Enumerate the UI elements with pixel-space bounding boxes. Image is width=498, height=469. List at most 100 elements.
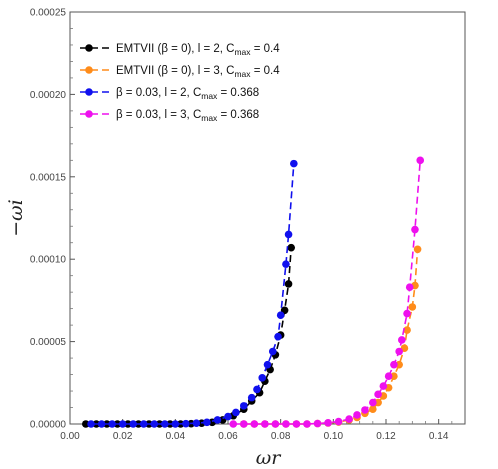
x-axis-label: ωr [256, 447, 282, 469]
data-point [240, 402, 248, 410]
data-point [413, 245, 422, 254]
data-point [403, 326, 411, 334]
data-point [282, 260, 290, 268]
data-point [374, 390, 382, 399]
data-point [384, 372, 393, 381]
data-point [263, 360, 272, 369]
data-point [108, 420, 116, 428]
series-layer [82, 156, 425, 428]
legend-label: β = 0.03, l = 3, Cmax = 0.368 [116, 109, 259, 123]
legend-item-2: EMTVII (β = 0), l = 3, Cmax = 0.4 [80, 65, 280, 79]
data-point [118, 420, 127, 428]
data-point [379, 382, 388, 390]
data-point [292, 420, 301, 428]
data-point [290, 159, 298, 168]
x-tick-label: 0.08 [271, 431, 291, 442]
legend-label-tail: = 0.4 [251, 65, 281, 77]
data-point [171, 420, 180, 428]
series-line [85, 247, 292, 425]
y-tick-label: 0.00020 [30, 90, 67, 101]
data-point [82, 420, 90, 428]
legend-label-main: β = 0.03, l = 2, C [116, 87, 201, 99]
legend: EMTVII (β = 0), l = 2, Cmax = 0.4EMTVII … [80, 43, 280, 123]
legend-label-subscript: max [234, 47, 251, 57]
legend-label-subscript: max [201, 113, 218, 123]
series-line [243, 249, 419, 425]
data-point [253, 385, 261, 394]
legend-label-main: EMTVII (β = 0), l = 2, C [116, 43, 234, 55]
data-point [271, 420, 280, 428]
data-point [395, 360, 403, 369]
x-tick-label: 0.02 [113, 431, 133, 442]
y-tick-label: 0.00015 [30, 172, 67, 183]
data-point [87, 420, 95, 428]
data-point [247, 393, 256, 402]
legend-item-1: EMTVII (β = 0), l = 2, Cmax = 0.4 [80, 43, 280, 57]
data-point [390, 372, 398, 381]
data-point [282, 420, 290, 428]
data-point [411, 225, 419, 234]
data-point [369, 405, 377, 413]
legend-label-subscript: max [234, 69, 251, 79]
x-tick-label: 0.00 [60, 431, 80, 442]
data-point [232, 408, 240, 417]
x-tick-label: 0.04 [166, 431, 186, 442]
data-point [139, 420, 148, 428]
data-point [192, 419, 201, 427]
data-point [261, 420, 269, 428]
series-1 [82, 243, 296, 428]
data-point [161, 420, 169, 428]
data-point [203, 418, 211, 427]
data-point [213, 416, 222, 424]
data-point [345, 415, 353, 423]
y-tick-label: 0.00000 [30, 420, 67, 431]
legend-label-subscript: max [201, 91, 218, 101]
data-point [274, 332, 282, 341]
data-point [287, 243, 296, 252]
series-line [233, 160, 422, 425]
legend-label: EMTVII (β = 0), l = 2, Cmax = 0.4 [116, 43, 280, 57]
x-tick-label: 0.12 [376, 431, 396, 442]
data-point [334, 417, 343, 426]
legend-label: β = 0.03, l = 2, Cmax = 0.368 [116, 87, 259, 101]
legend-marker-swatch [85, 66, 93, 74]
data-point [416, 156, 425, 165]
data-point [258, 374, 267, 382]
data-point [268, 347, 277, 356]
x-tick-label: 0.06 [218, 431, 238, 442]
data-point [240, 420, 248, 428]
data-point [250, 420, 259, 428]
legend-label-tail: = 0.368 [217, 109, 259, 121]
y-ticks: 0.00000 0.00005 0.00010 0.00015 0.00020 0.000… [30, 8, 75, 431]
series-4 [229, 156, 425, 428]
data-point [303, 420, 311, 428]
data-point [398, 336, 406, 344]
data-point [182, 419, 190, 428]
data-point [369, 398, 377, 407]
data-point [229, 420, 238, 428]
y-tick-label: 0.00010 [30, 255, 67, 266]
y-tick-label: 0.00005 [30, 337, 67, 348]
legend-marker-swatch [85, 110, 93, 118]
data-point [395, 347, 403, 356]
data-point [129, 420, 137, 428]
legend-marker-swatch [85, 44, 93, 52]
data-point [224, 412, 232, 421]
x-tick-label: 0.14 [429, 431, 449, 442]
legend-label-main: EMTVII (β = 0), l = 3, C [116, 65, 234, 77]
data-point [405, 283, 414, 292]
data-point [276, 311, 285, 320]
series-2 [240, 245, 422, 428]
data-point [284, 230, 293, 239]
legend-label-tail: = 0.368 [217, 87, 259, 99]
data-point [324, 419, 332, 427]
data-point [150, 420, 159, 428]
data-point [390, 360, 398, 369]
x-tick-label: 0.10 [324, 431, 344, 442]
legend-marker-swatch [85, 88, 93, 96]
data-point [313, 419, 322, 428]
legend-item-4: β = 0.03, l = 3, Cmax = 0.368 [80, 109, 259, 123]
legend-label: EMTVII (β = 0), l = 3, Cmax = 0.4 [116, 65, 280, 79]
y-axis-label: −ωi [5, 199, 27, 237]
